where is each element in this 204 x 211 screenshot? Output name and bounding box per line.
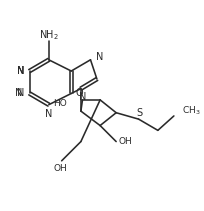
Text: N: N <box>17 66 24 76</box>
Text: CH$_3$: CH$_3$ <box>182 105 201 117</box>
Text: S: S <box>136 108 142 118</box>
Text: OH: OH <box>53 164 67 173</box>
Text: N: N <box>16 88 23 99</box>
Text: O: O <box>75 88 83 98</box>
Text: NH$_2$: NH$_2$ <box>39 28 59 42</box>
Text: N: N <box>45 108 52 119</box>
Text: N: N <box>79 92 86 103</box>
Text: N: N <box>17 88 24 99</box>
Text: OH: OH <box>118 137 132 146</box>
Text: N: N <box>17 66 24 76</box>
Text: HO: HO <box>53 99 67 108</box>
Text: N: N <box>96 51 103 62</box>
Text: N: N <box>17 66 24 76</box>
